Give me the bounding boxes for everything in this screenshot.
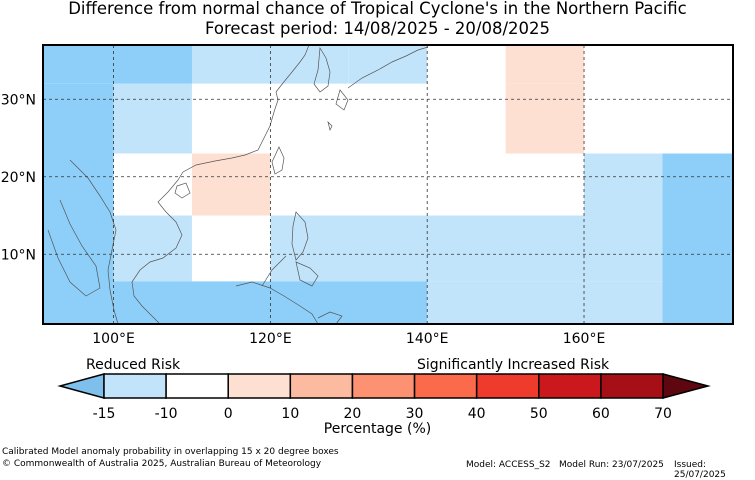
- colorbar-tick-label: 0: [223, 406, 233, 422]
- footer-issued: Issued: 25/07/2025: [674, 460, 726, 480]
- anomaly-cell: [113, 153, 192, 216]
- colorbar-title: Percentage (%): [323, 421, 432, 437]
- coastline-okinawa: [327, 120, 333, 132]
- gridlines: [43, 45, 733, 324]
- anomaly-cell: [427, 45, 506, 84]
- colorbar-over-arrow: [662, 373, 711, 399]
- anomaly-cell: [113, 83, 192, 154]
- anomaly-cell: [505, 83, 585, 154]
- footer-note: Calibrated Model anomaly probability in …: [2, 447, 339, 457]
- anomaly-cell: [584, 153, 663, 216]
- coastline-korea: [313, 46, 331, 93]
- latitude-tick-label: 10°N: [1, 247, 36, 263]
- latitude-tick-label: 30°N: [1, 92, 36, 108]
- colorbar: [57, 373, 711, 399]
- colorbar-segment: [413, 373, 478, 399]
- footer-copyright: © Commonwealth of Australia 2025, Austra…: [2, 459, 322, 469]
- anomaly-cell: [191, 83, 506, 154]
- coastline-malaya: [69, 159, 119, 325]
- coastline-japan: [347, 46, 429, 89]
- anomaly-cell: [662, 153, 733, 216]
- longitude-tick-label: 140°E: [406, 331, 449, 347]
- anomaly-cell: [584, 45, 733, 84]
- anomaly-cell: [505, 45, 585, 84]
- colorbar-tick-label: 20: [343, 406, 362, 422]
- anomaly-cell: [113, 215, 192, 282]
- colorbar-tick-label: 40: [467, 406, 486, 422]
- colorbar-segment: [103, 373, 167, 399]
- anomaly-cells: [43, 45, 733, 324]
- colorbar-right-label: Significantly Increased Risk: [417, 357, 610, 373]
- colorbar-segment: [351, 373, 416, 399]
- map-frame: [42, 44, 734, 325]
- anomaly-cell: [43, 83, 114, 324]
- longitude-tick-label: 100°E: [92, 331, 135, 347]
- coastline-borneo: [235, 281, 319, 325]
- footer-model-run: Model Run: 23/07/2025: [559, 460, 664, 470]
- anomaly-cell: [191, 215, 271, 282]
- coastline-hainan: [174, 182, 191, 199]
- coastline-luzon: [291, 211, 309, 261]
- anomaly-cell: [662, 215, 733, 324]
- colorbar-left-label: Reduced Risk: [86, 357, 181, 373]
- colorbar-tick-label: 60: [591, 406, 610, 422]
- colorbar-tick-label: 50: [529, 406, 548, 422]
- anomaly-cell: [43, 45, 192, 84]
- chart-title: Difference from normal chance of Tropica…: [68, 0, 687, 18]
- colorbar-tick-label: 70: [654, 406, 672, 422]
- footer-model: Model: ACCESS_S2: [466, 460, 551, 470]
- coastline-sumatra: [47, 199, 101, 297]
- anomaly-cell: [270, 215, 663, 282]
- coastline-indochina: [131, 179, 183, 325]
- chart-subtitle: Forecast period: 14/08/2025 - 20/08/2025: [204, 19, 551, 38]
- coastline: [47, 44, 429, 325]
- coastline-sulawesi: [317, 311, 343, 325]
- anomaly-cell: [191, 153, 271, 216]
- longitude-tick-label: 160°E: [563, 331, 606, 347]
- colorbar-segment: [165, 373, 229, 399]
- coastline-taiwan: [271, 146, 285, 175]
- colorbar-segment: [600, 373, 664, 399]
- axis-ticks: 100°E 120°E 140°E 160°E 10°N 20°N 30°N: [1, 92, 606, 347]
- coastline-visayas: [295, 261, 319, 287]
- anomaly-cell: [584, 83, 733, 154]
- colorbar-segment: [227, 373, 292, 399]
- colorbar-tick-label: 10: [281, 406, 300, 422]
- colorbar-tick-label: -15: [92, 406, 116, 422]
- colorbar-segment: [475, 373, 540, 399]
- colorbar-tick-label: 30: [405, 406, 424, 422]
- coastline-palawan: [261, 255, 287, 287]
- colorbar-segment: [289, 373, 354, 399]
- colorbar-tick-label: -10: [154, 406, 178, 422]
- anomaly-cell: [427, 281, 663, 324]
- map-figure: 100°E 120°E 140°E 160°E 10°N 20°N 30°N: [1, 44, 734, 399]
- longitude-tick-label: 120°E: [249, 331, 292, 347]
- latitude-tick-label: 20°N: [1, 170, 36, 186]
- colorbar-under-arrow: [57, 373, 105, 399]
- colorbar-segment: [538, 373, 602, 399]
